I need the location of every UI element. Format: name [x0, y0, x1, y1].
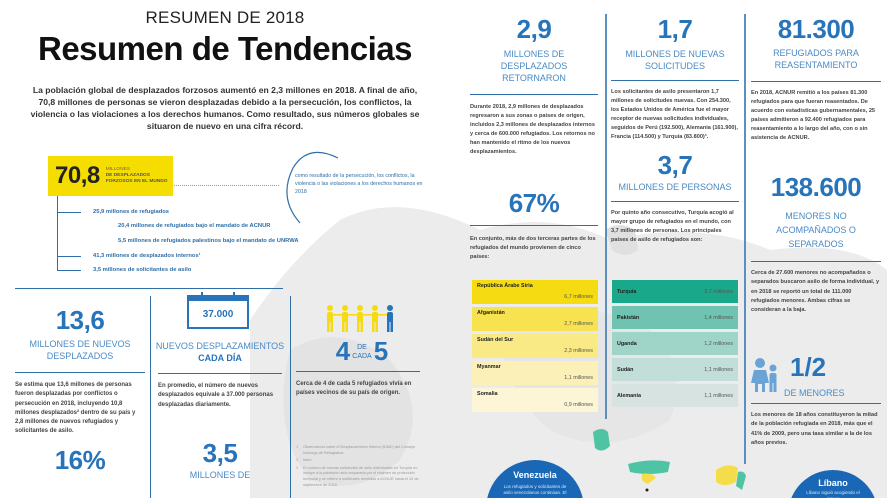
callout-text: Líbano siguió acogiendo el mayor	[806, 490, 860, 498]
unaccompanied-label: MENORES NO ACOMPAÑADOS O SEPARADOS	[776, 211, 856, 249]
column-separator	[290, 296, 291, 498]
column-separator	[150, 296, 151, 498]
page-kicker: RESUMEN DE 2018	[145, 8, 305, 27]
applications-body: Los solicitantes de asilo presentaron 1,…	[611, 89, 738, 140]
unaccompanied-block: 138.600 MENORES NO ACOMPAÑADOS O SEPARAD…	[751, 172, 881, 315]
origin-country-row: Somalia 0,9 millones	[472, 388, 598, 412]
hosts-body: Por quinto año consecutivo, Turquía acog…	[611, 210, 734, 243]
section-divider	[15, 288, 283, 289]
percent-16-value: 16%	[54, 444, 106, 475]
hosts-value: 3,7	[657, 150, 693, 180]
breakdown-idps: 41,3 millones de desplazados internos¹	[93, 253, 201, 259]
breakdown-acnur: 20,4 millones de refugiados bajo el mand…	[118, 223, 271, 229]
neighbors-body: Cerca de 4 de cada 5 refugiados vivía en…	[296, 381, 412, 397]
returned-block: 2,9 MILLONES DE DESPLAZADOS RETORNARON D…	[470, 14, 598, 157]
headline-label: MILLONES DE DESPLAZADOS FORZOSOS EN EL M…	[105, 167, 168, 184]
new-displaced-value: 13,6	[55, 305, 105, 335]
host-country-row: Turquía 3,7 millones	[612, 280, 738, 303]
hosts-label: MILLONES DE PERSONAS	[618, 182, 732, 192]
four-of-five: 4 DE CADA 5	[335, 336, 389, 366]
intro-paragraph: La población global de desplazados forzo…	[30, 85, 420, 131]
per-day-body: En promedio, el número de nuevos desplaz…	[158, 383, 274, 408]
origin-country-list: República Árabe Siria 6,7 millones Afgani…	[472, 280, 598, 412]
new-displaced-block: 13,6 MILLONES DE NUEVOS DESPLAZADOS Se e…	[15, 305, 145, 476]
callout-text: Los refugiados y solicitantes de asilo v…	[503, 484, 567, 495]
origin-value: 67%	[508, 188, 560, 218]
people-icon	[327, 305, 393, 332]
divider	[15, 372, 145, 373]
tree-branch	[57, 270, 81, 271]
tree-trunk	[57, 196, 58, 270]
callout-title: Venezuela	[513, 470, 557, 480]
host-country-row: Alemania 1,1 millones	[612, 384, 738, 407]
stateless-label: MILLONES DE	[189, 469, 251, 480]
callout-title: Líbano	[818, 478, 848, 488]
applications-value: 1,7	[657, 14, 693, 44]
host-country-row: Uganda 1,2 millones	[612, 332, 738, 355]
dotted-connector	[174, 185, 279, 186]
unaccompanied-body: Cerca de 27.600 menores no acompañados o…	[751, 270, 880, 314]
callout-venezuela: Venezuela Los refugiados y solicitantes …	[486, 460, 584, 498]
resettlement-label: REFUGIADOS PARA REASENTAMIENTO	[773, 48, 859, 70]
children-body: Los menores de 18 años constituyeron la …	[751, 412, 878, 446]
tree-branch	[57, 212, 81, 213]
returned-label: MILLONES DE DESPLAZADOS RETORNARON	[500, 49, 568, 83]
children-value: 1/2	[790, 352, 827, 382]
divider	[158, 373, 282, 374]
page-title: Resumen de Tendencias	[37, 30, 413, 67]
breakdown-unrwa: 5,5 millones de refugiados palestinos ba…	[118, 238, 299, 244]
resettlement-body: En 2018, ACNUR remitió a los países 81.3…	[751, 90, 876, 141]
origin-country-row: Myanmar 1,1 millones	[472, 361, 598, 385]
origin-body: En conjunto, más de dos terceras partes …	[470, 236, 596, 260]
headline-note: como resultado de la persecución, los co…	[295, 173, 423, 195]
column-separator	[744, 14, 746, 464]
arc-decoration	[286, 151, 339, 224]
unaccompanied-value: 138.600	[770, 172, 862, 202]
tree-branch	[57, 256, 81, 257]
host-country-list: Turquía 3,7 millones Pakistán 1,4 millones…	[612, 280, 738, 407]
calendar-value: 37.000	[202, 308, 234, 320]
origin-country-row: Sudán del Sur 2,3 millones	[472, 334, 598, 358]
stateless-value: 3,5	[202, 437, 238, 468]
divider	[611, 201, 739, 202]
divider	[751, 261, 881, 262]
divider	[296, 371, 420, 372]
returned-value: 2,9	[516, 14, 552, 44]
divider	[470, 225, 598, 226]
children-label: DE MENORES	[784, 388, 845, 398]
resettlement-value: 81.300	[777, 14, 855, 44]
per-day-label: NUEVOS DESPLAZAMIENTOS	[155, 341, 285, 351]
children-icon	[751, 358, 777, 392]
footnotes: 1 Observatorio sobre el Desplazamiento In…	[296, 445, 421, 490]
footnote: 2 Idem.	[296, 458, 313, 463]
divider	[470, 94, 598, 95]
footnote: 3 El número de nuevas solicitudes de asil…	[296, 465, 419, 487]
resettlement-block: 81.300 REFUGIADOS PARA REASENTAMIENTO En…	[751, 14, 881, 143]
breakdown-asylum: 3,5 millones de solicitantes de asilo	[93, 267, 192, 273]
per-day-label-bold: CADA DÍA	[198, 353, 242, 363]
calendar-icon: 37.000	[187, 292, 249, 329]
headline-value: 70,8	[55, 162, 100, 189]
new-displaced-body: Se estima que 13,6 millones de personas …	[15, 382, 136, 435]
breakdown-refugees: 25,9 millones de refugiados	[93, 209, 170, 215]
headline-stat-box: 70,8 MILLONES DE DESPLAZADOS FORZOSOS EN…	[48, 156, 173, 196]
applications-label: MILLONES DE NUEVAS SOLICITUDES	[625, 49, 725, 71]
divider	[751, 81, 881, 82]
half-minors: 1/2 DE MENORES	[784, 352, 874, 401]
applications-block: 1,7 MILLONES DE NUEVAS SOLICITUDES Los s…	[611, 14, 739, 245]
host-country-row: Pakistán 1,4 millones	[612, 306, 738, 329]
returned-body: Durante 2018, 2,9 millones de desplazado…	[470, 104, 595, 155]
origin-country-row: República Árabe Siria 6,7 millones	[472, 280, 598, 304]
column-separator	[605, 14, 607, 419]
per-day-block: NUEVOS DESPLAZAMIENTOS CADA DÍA En prome…	[152, 340, 288, 481]
origin-country-row: Afganistán 2,7 millones	[472, 307, 598, 331]
origin-block: 67% En conjunto, más de dos terceras par…	[470, 188, 598, 262]
divider	[751, 403, 881, 404]
footnote: 1 Observatorio sobre el Desplazamiento In…	[296, 445, 415, 455]
host-country-row: Sudán 1,1 millones	[612, 358, 738, 381]
divider	[611, 80, 739, 81]
new-displaced-label: MILLONES DE NUEVOS DESPLAZADOS	[29, 339, 131, 361]
